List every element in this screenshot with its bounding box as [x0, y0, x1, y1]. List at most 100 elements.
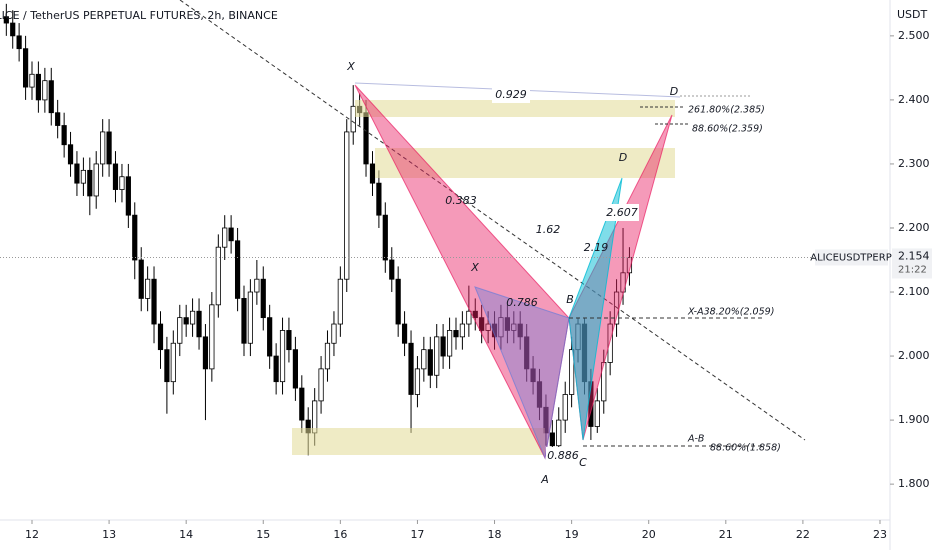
candle-body [202, 336, 209, 370]
candle-body [87, 169, 93, 197]
x-tick-label: 20 [642, 528, 656, 541]
candle-body [55, 112, 61, 126]
candle-body [132, 214, 138, 261]
level-label: 261.80%(2.385) [688, 105, 765, 116]
candle-body [453, 330, 459, 338]
x-tick-label: 21 [719, 528, 733, 541]
candle-body [536, 381, 543, 408]
candle-body [279, 330, 286, 383]
candle-body [479, 317, 485, 331]
candle-body [29, 73, 35, 88]
zone [375, 148, 675, 178]
point-label: B [566, 293, 574, 306]
candle-body [350, 105, 356, 133]
level-label: A-B [687, 434, 704, 445]
candle-body [22, 48, 29, 88]
y-tick-label: 2.200 [898, 221, 930, 234]
x-tick-label: 13 [102, 528, 116, 541]
candle-body [337, 278, 343, 325]
zone [355, 100, 675, 117]
candle-body [485, 323, 491, 331]
candle-body [3, 16, 9, 24]
candle-body [286, 330, 292, 351]
candle-body [247, 291, 253, 344]
point-label: X [470, 261, 479, 274]
symbol-label: ALICEUSDTPERP [810, 252, 891, 263]
last-price-label: 2.154 [898, 249, 930, 262]
label-box [605, 204, 639, 221]
candle-body [446, 330, 453, 357]
label-box [546, 447, 580, 464]
candle-body [145, 278, 151, 299]
candle-body [196, 310, 202, 338]
pattern-drawings: X 0.929 D 261.80%(2.385) 88.60%(2.359) 0… [179, 0, 806, 486]
candle-body [112, 163, 119, 190]
candle-body [177, 317, 183, 344]
price-box [892, 248, 932, 279]
candle-body [48, 80, 54, 114]
candle-body [524, 336, 530, 370]
candle-body [543, 406, 549, 434]
ratio-label: 0.929 [495, 88, 527, 101]
candle-body [151, 278, 157, 325]
x-tick-label: 14 [179, 528, 193, 541]
candle-body [324, 342, 331, 370]
candle-body [292, 349, 299, 389]
y-tick-label: 1.900 [898, 413, 930, 426]
candle-body [549, 432, 555, 447]
candle-body [440, 336, 446, 357]
y-tick-label: 1.800 [898, 477, 930, 490]
candle-body [408, 342, 414, 395]
candle-body [331, 323, 337, 344]
ratio-label: 2.19 [584, 241, 609, 254]
candle-body [260, 278, 266, 319]
candle-body [42, 80, 48, 101]
candle-body [299, 387, 305, 421]
countdown-label: 21:22 [898, 264, 927, 275]
point-label: X [346, 60, 355, 73]
candle-body [16, 35, 22, 50]
candle-body [318, 368, 324, 402]
candle-body [228, 227, 234, 242]
x-tick-label: 17 [410, 528, 424, 541]
pattern-bcd-2 [568, 177, 623, 441]
candle-body [382, 214, 388, 261]
y-tick-label: 2.300 [898, 157, 930, 170]
x-tick-label: 22 [796, 528, 810, 541]
candle-body [254, 278, 260, 293]
candle-body [389, 259, 395, 280]
level-label: 88.60%(1.858) [710, 443, 781, 454]
candle-body [125, 176, 131, 216]
candle-body [170, 342, 176, 383]
candle-body [183, 317, 189, 325]
x-tick-label: 23 [873, 528, 887, 541]
candle-body [138, 259, 144, 299]
level-label: 88.60%(2.359) [692, 124, 763, 135]
y-axis-label: USDT [897, 8, 928, 21]
candle-body [363, 112, 369, 165]
candle-body [35, 73, 41, 101]
candle-body [80, 169, 87, 184]
x-tick-label: 16 [333, 528, 347, 541]
point-label: D [619, 151, 627, 164]
candle-body [472, 310, 478, 319]
candle-body [459, 323, 465, 338]
zone [292, 428, 545, 455]
candle-body [157, 323, 164, 351]
candle-body [401, 323, 408, 344]
level-label: X-A38.20%(2.059) [687, 307, 774, 318]
candle-body [164, 349, 170, 383]
candle-body [421, 349, 427, 370]
candle-body [344, 131, 350, 280]
candle-body [267, 317, 273, 357]
point-label: D [670, 85, 678, 98]
candle-body [67, 144, 74, 165]
candle-body [569, 349, 575, 395]
candle-body [466, 310, 472, 325]
candle-body [556, 419, 562, 447]
x-tick-label: 18 [488, 528, 502, 541]
candle-body [61, 125, 67, 146]
candle-body [74, 163, 80, 184]
